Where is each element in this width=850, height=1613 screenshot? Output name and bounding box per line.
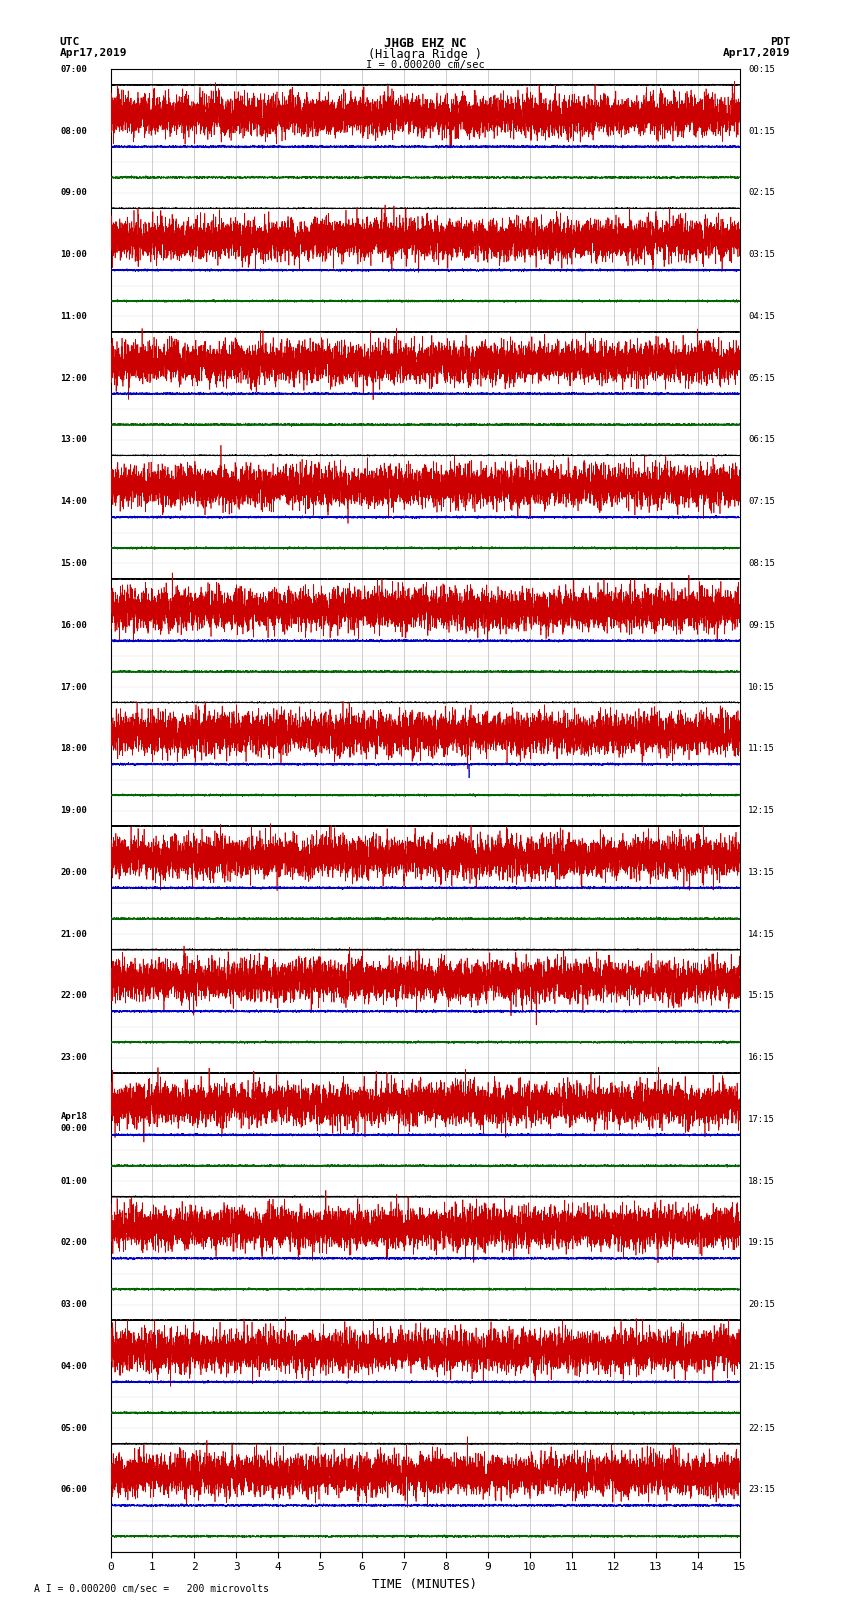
Text: 18:15: 18:15 — [748, 1176, 774, 1186]
Text: 01:15: 01:15 — [748, 127, 774, 135]
Text: 08:00: 08:00 — [60, 127, 88, 135]
Text: 02:15: 02:15 — [748, 189, 774, 197]
Text: 07:00: 07:00 — [60, 65, 88, 74]
Text: 12:00: 12:00 — [60, 374, 88, 382]
Text: 05:00: 05:00 — [60, 1424, 88, 1432]
Text: 14:00: 14:00 — [60, 497, 88, 506]
Text: 23:00: 23:00 — [60, 1053, 88, 1061]
Text: 07:15: 07:15 — [748, 497, 774, 506]
Text: 11:00: 11:00 — [60, 311, 88, 321]
Text: 06:00: 06:00 — [60, 1486, 88, 1494]
Text: 20:00: 20:00 — [60, 868, 88, 877]
Text: 22:00: 22:00 — [60, 992, 88, 1000]
Text: 22:15: 22:15 — [748, 1424, 774, 1432]
Text: 03:00: 03:00 — [60, 1300, 88, 1310]
Text: 21:15: 21:15 — [748, 1361, 774, 1371]
Text: 00:15: 00:15 — [748, 65, 774, 74]
Text: 17:15: 17:15 — [748, 1115, 774, 1124]
Text: 01:00: 01:00 — [60, 1176, 88, 1186]
Text: 09:15: 09:15 — [748, 621, 774, 629]
Text: 02:00: 02:00 — [60, 1239, 88, 1247]
Text: (Hilagra Ridge ): (Hilagra Ridge ) — [368, 48, 482, 61]
Text: 05:15: 05:15 — [748, 374, 774, 382]
Text: A I = 0.000200 cm/sec =   200 microvolts: A I = 0.000200 cm/sec = 200 microvolts — [34, 1584, 269, 1594]
Text: Apr17,2019: Apr17,2019 — [723, 48, 791, 58]
Text: 15:15: 15:15 — [748, 992, 774, 1000]
Text: PDT: PDT — [770, 37, 790, 47]
Text: 16:00: 16:00 — [60, 621, 88, 629]
Text: 04:00: 04:00 — [60, 1361, 88, 1371]
Text: Apr17,2019: Apr17,2019 — [60, 48, 127, 58]
Text: 23:15: 23:15 — [748, 1486, 774, 1494]
Text: 21:00: 21:00 — [60, 929, 88, 939]
Text: 14:15: 14:15 — [748, 929, 774, 939]
Text: 00:00: 00:00 — [60, 1124, 88, 1132]
Text: 15:00: 15:00 — [60, 560, 88, 568]
Text: Apr18: Apr18 — [60, 1111, 88, 1121]
Text: 19:00: 19:00 — [60, 806, 88, 815]
Text: 08:15: 08:15 — [748, 560, 774, 568]
Text: 11:15: 11:15 — [748, 744, 774, 753]
Text: 04:15: 04:15 — [748, 311, 774, 321]
Text: 16:15: 16:15 — [748, 1053, 774, 1061]
Text: 12:15: 12:15 — [748, 806, 774, 815]
Text: I = 0.000200 cm/sec: I = 0.000200 cm/sec — [366, 60, 484, 69]
Text: 09:00: 09:00 — [60, 189, 88, 197]
X-axis label: TIME (MINUTES): TIME (MINUTES) — [372, 1578, 478, 1590]
Text: UTC: UTC — [60, 37, 80, 47]
Text: 18:00: 18:00 — [60, 744, 88, 753]
Text: 10:15: 10:15 — [748, 682, 774, 692]
Text: 06:15: 06:15 — [748, 436, 774, 445]
Text: 19:15: 19:15 — [748, 1239, 774, 1247]
Text: 17:00: 17:00 — [60, 682, 88, 692]
Text: 13:00: 13:00 — [60, 436, 88, 445]
Text: 03:15: 03:15 — [748, 250, 774, 260]
Text: 10:00: 10:00 — [60, 250, 88, 260]
Text: 13:15: 13:15 — [748, 868, 774, 877]
Text: JHGB EHZ NC: JHGB EHZ NC — [383, 37, 467, 50]
Text: 20:15: 20:15 — [748, 1300, 774, 1310]
